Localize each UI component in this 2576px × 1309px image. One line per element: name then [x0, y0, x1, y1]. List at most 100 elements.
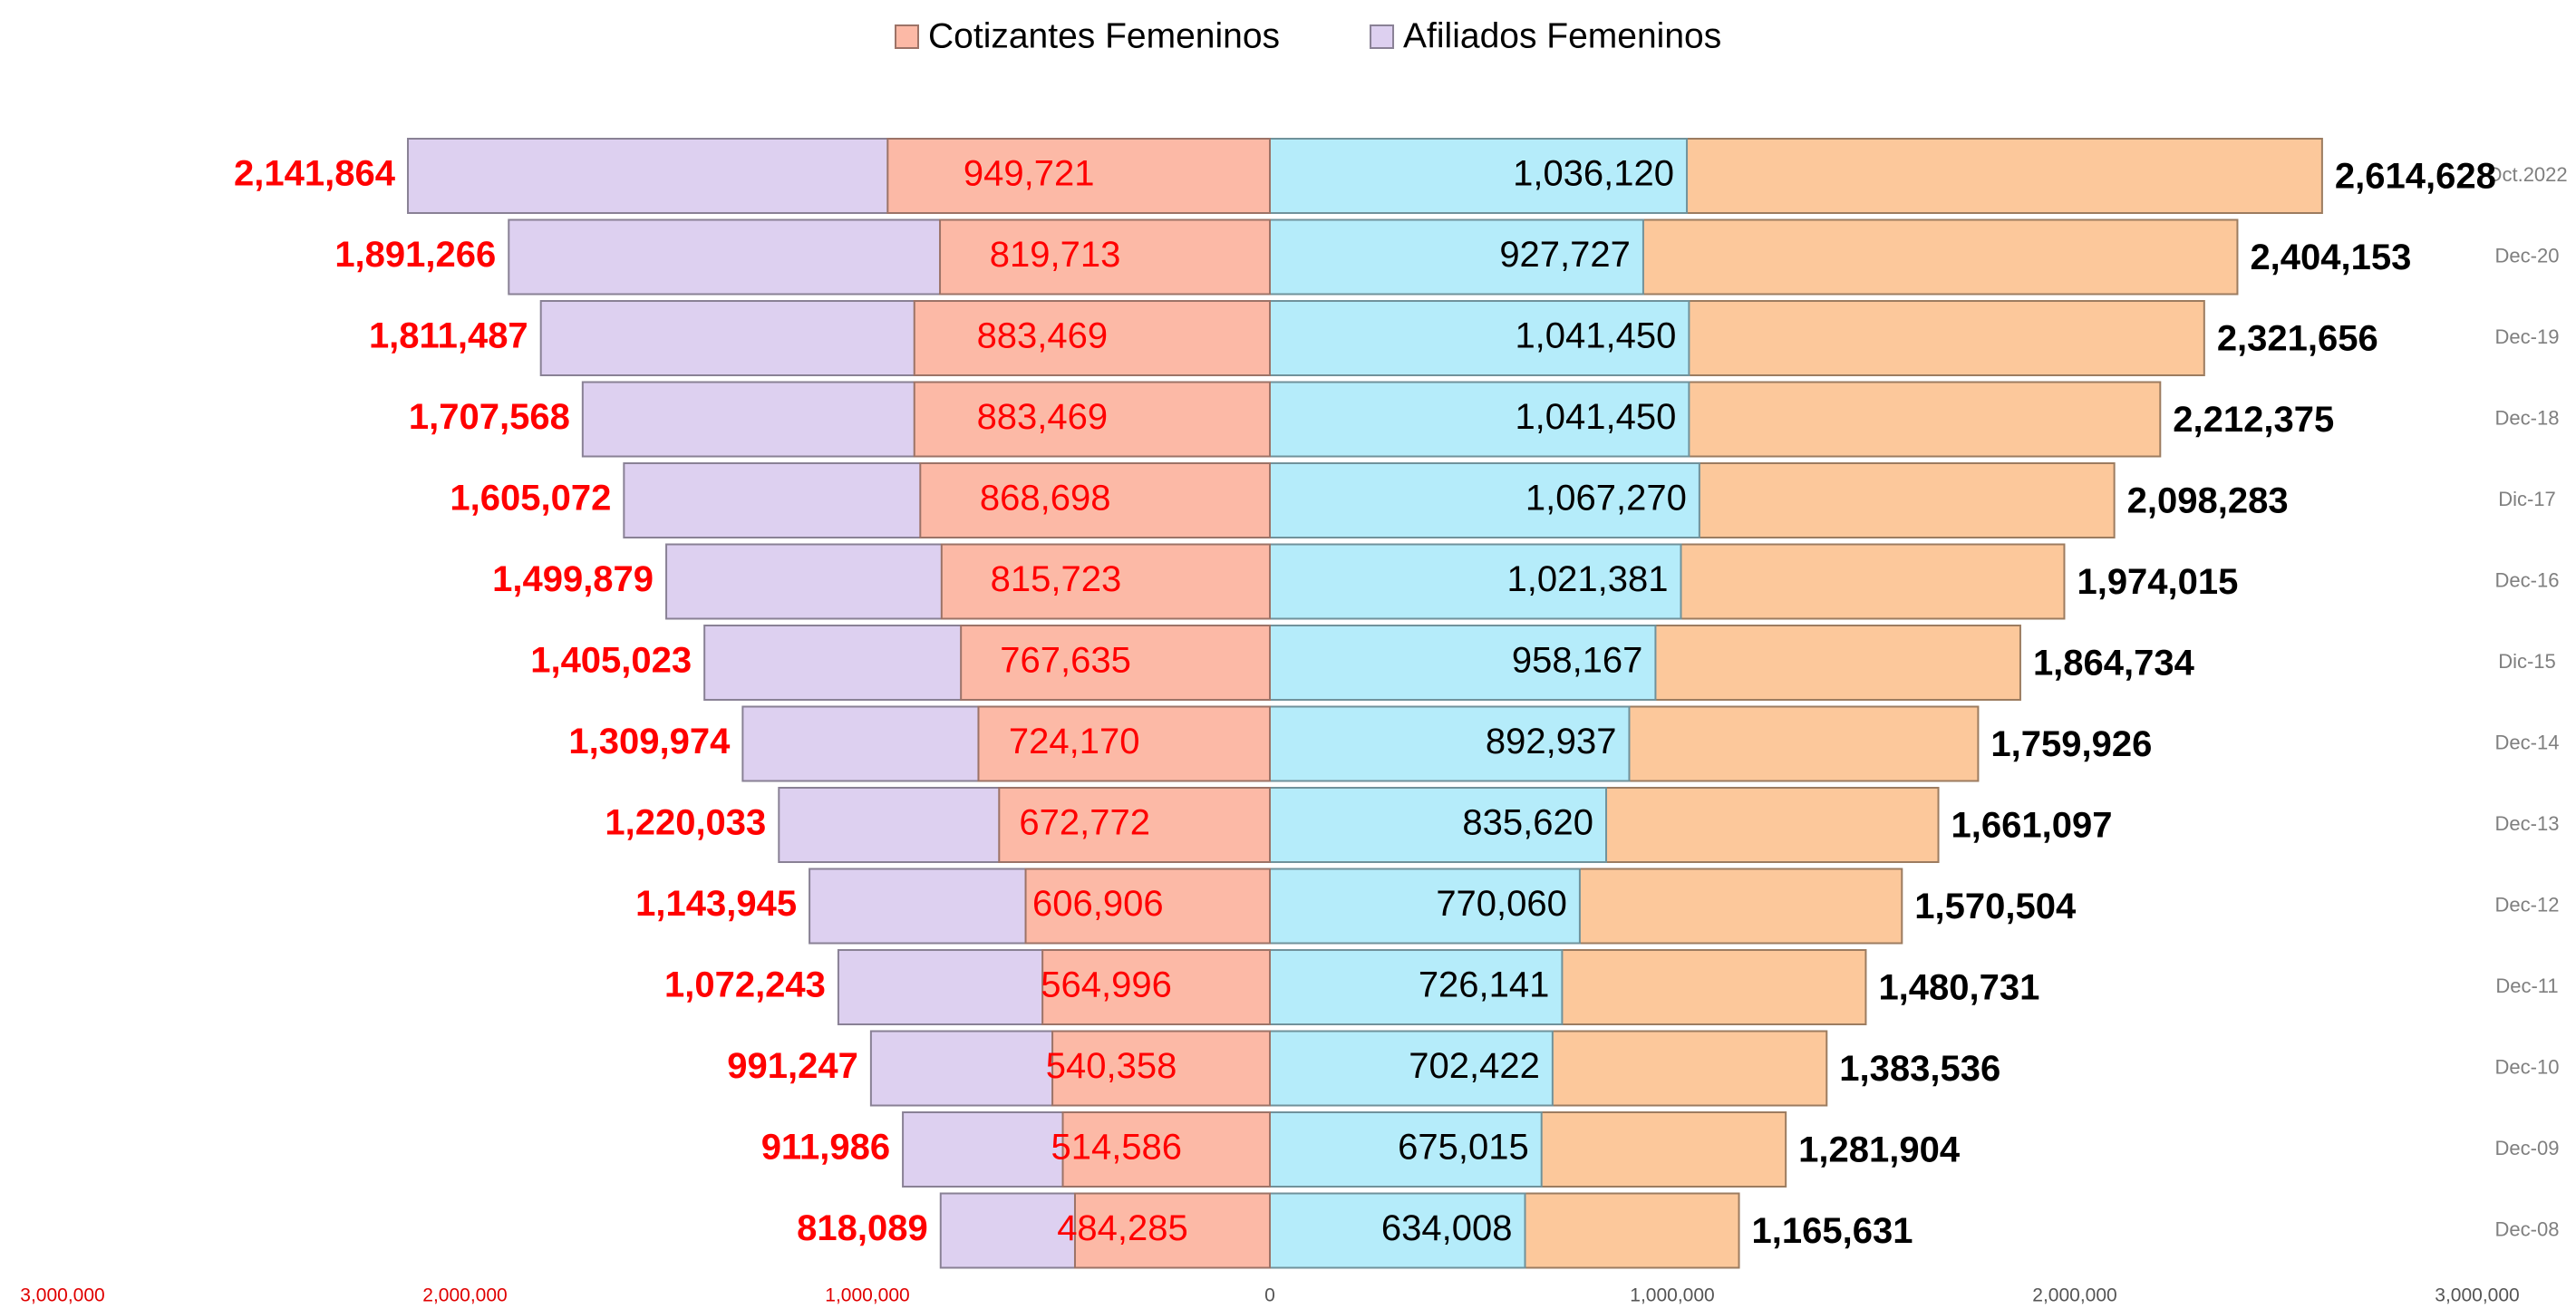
- bar: [1041, 949, 1271, 1025]
- value-label: 1,041,450: [1515, 316, 1676, 356]
- bar: [977, 705, 1271, 782]
- x-tick-label: 1,000,000: [1630, 1285, 1714, 1306]
- category-label: Oct.2022: [2486, 163, 2567, 186]
- category-label: Dec-16: [2495, 568, 2560, 591]
- value-label: 883,469: [977, 397, 1109, 437]
- bar: [1269, 1192, 1526, 1269]
- value-label: 2,141,864: [234, 154, 396, 194]
- value-label: 564,996: [1041, 965, 1172, 1005]
- value-label: 770,060: [1436, 884, 1567, 924]
- value-label: 815,723: [991, 559, 1122, 599]
- value-label: 1,041,450: [1515, 397, 1676, 437]
- value-label: 1,165,631: [1752, 1211, 1913, 1251]
- bar: [1269, 218, 1644, 296]
- value-label: 514,586: [1051, 1128, 1182, 1168]
- value-label: 1,220,033: [605, 803, 766, 843]
- value-label: 949,721: [964, 154, 1095, 194]
- value-label: 1,864,734: [2033, 644, 2195, 684]
- value-label: 484,285: [1057, 1208, 1188, 1248]
- category-label: Dic-15: [2498, 650, 2556, 673]
- value-label: 1,707,568: [409, 397, 570, 437]
- value-label: 2,098,283: [2127, 481, 2289, 521]
- value-label: 1,891,266: [334, 235, 496, 275]
- category-label: Dec-20: [2495, 244, 2560, 267]
- category-label: Dic-17: [2498, 488, 2556, 510]
- value-label: 911,986: [761, 1128, 890, 1168]
- category-label: Dec-13: [2495, 812, 2560, 835]
- bar: [913, 381, 1271, 458]
- x-tick-label: 1,000,000: [825, 1285, 909, 1306]
- value-label: 835,620: [1462, 803, 1593, 843]
- value-label: 724,170: [1009, 722, 1140, 761]
- value-label: 634,008: [1381, 1208, 1513, 1248]
- value-label: 1,036,120: [1513, 154, 1674, 194]
- category-label: Dec-10: [2495, 1055, 2560, 1078]
- bar: [1269, 381, 1690, 458]
- value-label: 672,772: [1019, 803, 1150, 843]
- bar: [1269, 1111, 1543, 1188]
- value-label: 1,072,243: [664, 965, 826, 1005]
- value-label: 1,759,926: [1990, 724, 2152, 764]
- bar: [1073, 1192, 1271, 1269]
- value-label: 927,727: [1499, 235, 1631, 275]
- value-label: 2,404,153: [2250, 238, 2411, 277]
- bar: [940, 543, 1271, 620]
- value-label: 726,141: [1419, 965, 1550, 1005]
- value-label: 819,713: [990, 235, 1121, 275]
- x-tick-label: 3,000,000: [2435, 1285, 2519, 1306]
- value-label: 2,212,375: [2173, 400, 2334, 440]
- x-tick-label: 2,000,000: [2032, 1285, 2116, 1306]
- bar: [1269, 705, 1631, 782]
- value-label: 1,974,015: [2077, 562, 2238, 602]
- value-label: 1,309,974: [568, 722, 731, 761]
- bar: [1269, 300, 1690, 376]
- bar: [1269, 543, 1682, 620]
- value-label: 2,321,656: [2217, 319, 2378, 359]
- bar: [939, 218, 1272, 296]
- bar: [1051, 1030, 1271, 1107]
- category-label: Dec-19: [2495, 325, 2560, 348]
- category-label: Dec-18: [2495, 406, 2560, 429]
- bar: [886, 138, 1271, 214]
- value-label: 1,605,072: [450, 479, 611, 519]
- bar: [1269, 787, 1608, 863]
- bar: [998, 787, 1271, 863]
- x-tick-label: 0: [1264, 1285, 1275, 1306]
- legend-swatch: [895, 24, 919, 49]
- value-label: 1,021,381: [1507, 559, 1669, 599]
- value-label: 991,247: [727, 1046, 858, 1086]
- legend-swatch: [1370, 24, 1395, 49]
- category-label: Dec-11: [2495, 974, 2558, 997]
- value-label: 1,405,023: [530, 641, 692, 681]
- value-label: 958,167: [1512, 641, 1643, 681]
- value-label: 818,089: [797, 1208, 928, 1248]
- legend-label: Afiliados Femeninos: [1403, 16, 1721, 55]
- category-label: Dec-14: [2495, 731, 2560, 753]
- value-label: 1,480,731: [1878, 968, 2039, 1008]
- value-label: 1,281,904: [1798, 1130, 1961, 1170]
- bar: [1269, 868, 1581, 945]
- bar: [1269, 949, 1564, 1025]
- value-label: 883,469: [977, 316, 1109, 356]
- value-label: 2,614,628: [2335, 157, 2496, 197]
- value-label: 1,570,504: [1914, 887, 2077, 926]
- bar: [1269, 462, 1700, 538]
- value-label: 702,422: [1409, 1046, 1540, 1086]
- value-label: 1,499,879: [492, 559, 654, 599]
- bar: [1024, 868, 1271, 945]
- value-label: 675,015: [1398, 1128, 1529, 1168]
- x-tick-label: 2,000,000: [422, 1285, 507, 1306]
- value-label: 606,906: [1032, 884, 1164, 924]
- value-label: 868,698: [980, 479, 1111, 519]
- category-label: Dec-08: [2495, 1217, 2560, 1240]
- value-label: 1,067,270: [1525, 479, 1687, 519]
- bar: [960, 625, 1271, 701]
- bar: [1269, 138, 1689, 214]
- value-label: 892,937: [1486, 722, 1617, 761]
- value-label: 1,143,945: [635, 884, 797, 924]
- value-label: 1,811,487: [369, 316, 528, 356]
- value-label: 1,383,536: [1839, 1049, 2000, 1089]
- bar: [1269, 625, 1657, 701]
- value-label: 1,661,097: [1951, 806, 2113, 846]
